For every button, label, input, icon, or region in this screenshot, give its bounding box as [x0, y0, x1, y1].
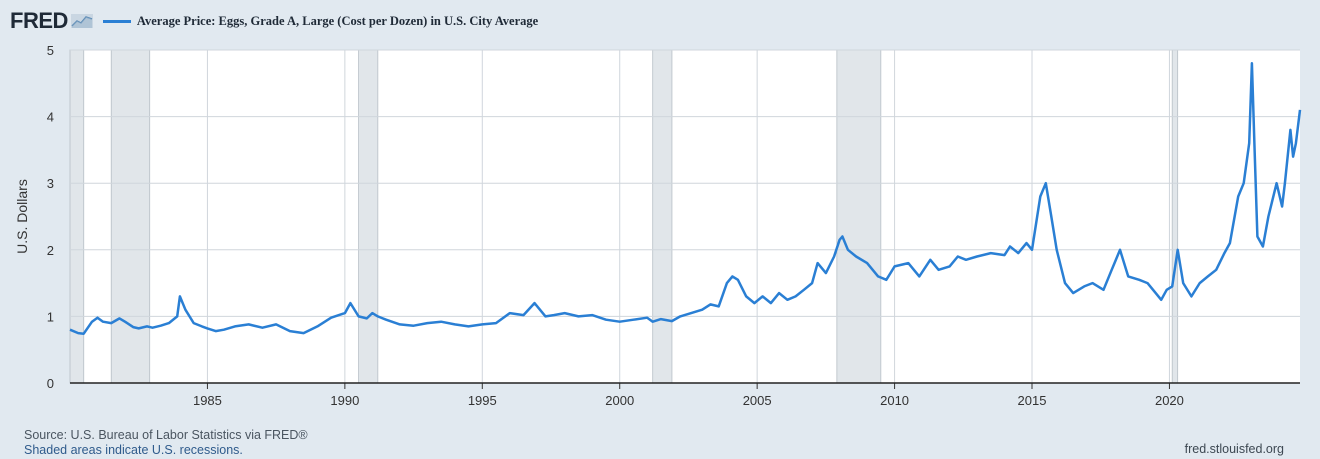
x-tick-label: 1990 — [330, 393, 359, 408]
y-tick-label: 4 — [47, 110, 54, 125]
y-tick-label: 2 — [47, 243, 54, 258]
recession-band — [652, 49, 673, 384]
y-tick-label: 3 — [47, 176, 54, 191]
y-tick-label: 5 — [47, 43, 54, 58]
series-line — [69, 62, 1302, 335]
x-tick-label: 2000 — [605, 393, 634, 408]
chart-header: FRED Average Price: Eggs, Grade A, Large… — [10, 8, 538, 34]
chart-legend: Average Price: Eggs, Grade A, Large (Cos… — [102, 13, 539, 29]
legend-label: Average Price: Eggs, Grade A, Large (Cos… — [136, 13, 539, 28]
line-chart: 0 1 2 3 4 5 1985 1990 1995 2000 2005 2010 2015 2020 U.… — [14, 43, 1302, 408]
y-tick-label: 0 — [47, 376, 54, 391]
y-tick-label: 1 — [47, 309, 54, 324]
site-link[interactable]: fred.stlouisfed.org — [1184, 442, 1284, 456]
x-tick-label: 1995 — [468, 393, 497, 408]
x-tick-label: 2005 — [743, 393, 772, 408]
x-tick-label: 2010 — [880, 393, 909, 408]
x-tick-label: 1985 — [193, 393, 222, 408]
plot-area — [70, 50, 1300, 383]
y-axis-label: U.S. Dollars — [14, 179, 30, 254]
x-tick-label: 2020 — [1155, 393, 1184, 408]
recession-band — [358, 49, 379, 384]
chart-footer: Source: U.S. Bureau of Labor Statistics … — [24, 428, 308, 458]
logo-graph-icon — [70, 14, 93, 28]
recession-band — [836, 49, 882, 384]
source-note: Source: U.S. Bureau of Labor Statistics … — [24, 428, 308, 442]
legend-swatch — [102, 19, 131, 23]
fred-logo[interactable]: FRED — [10, 8, 93, 34]
recession-band — [110, 49, 151, 384]
fred-logo-text: FRED — [10, 8, 68, 33]
recession-note[interactable]: Shaded areas indicate U.S. recessions. — [24, 443, 243, 457]
recession-band — [1171, 49, 1179, 384]
x-tick-label: 2015 — [1018, 393, 1047, 408]
